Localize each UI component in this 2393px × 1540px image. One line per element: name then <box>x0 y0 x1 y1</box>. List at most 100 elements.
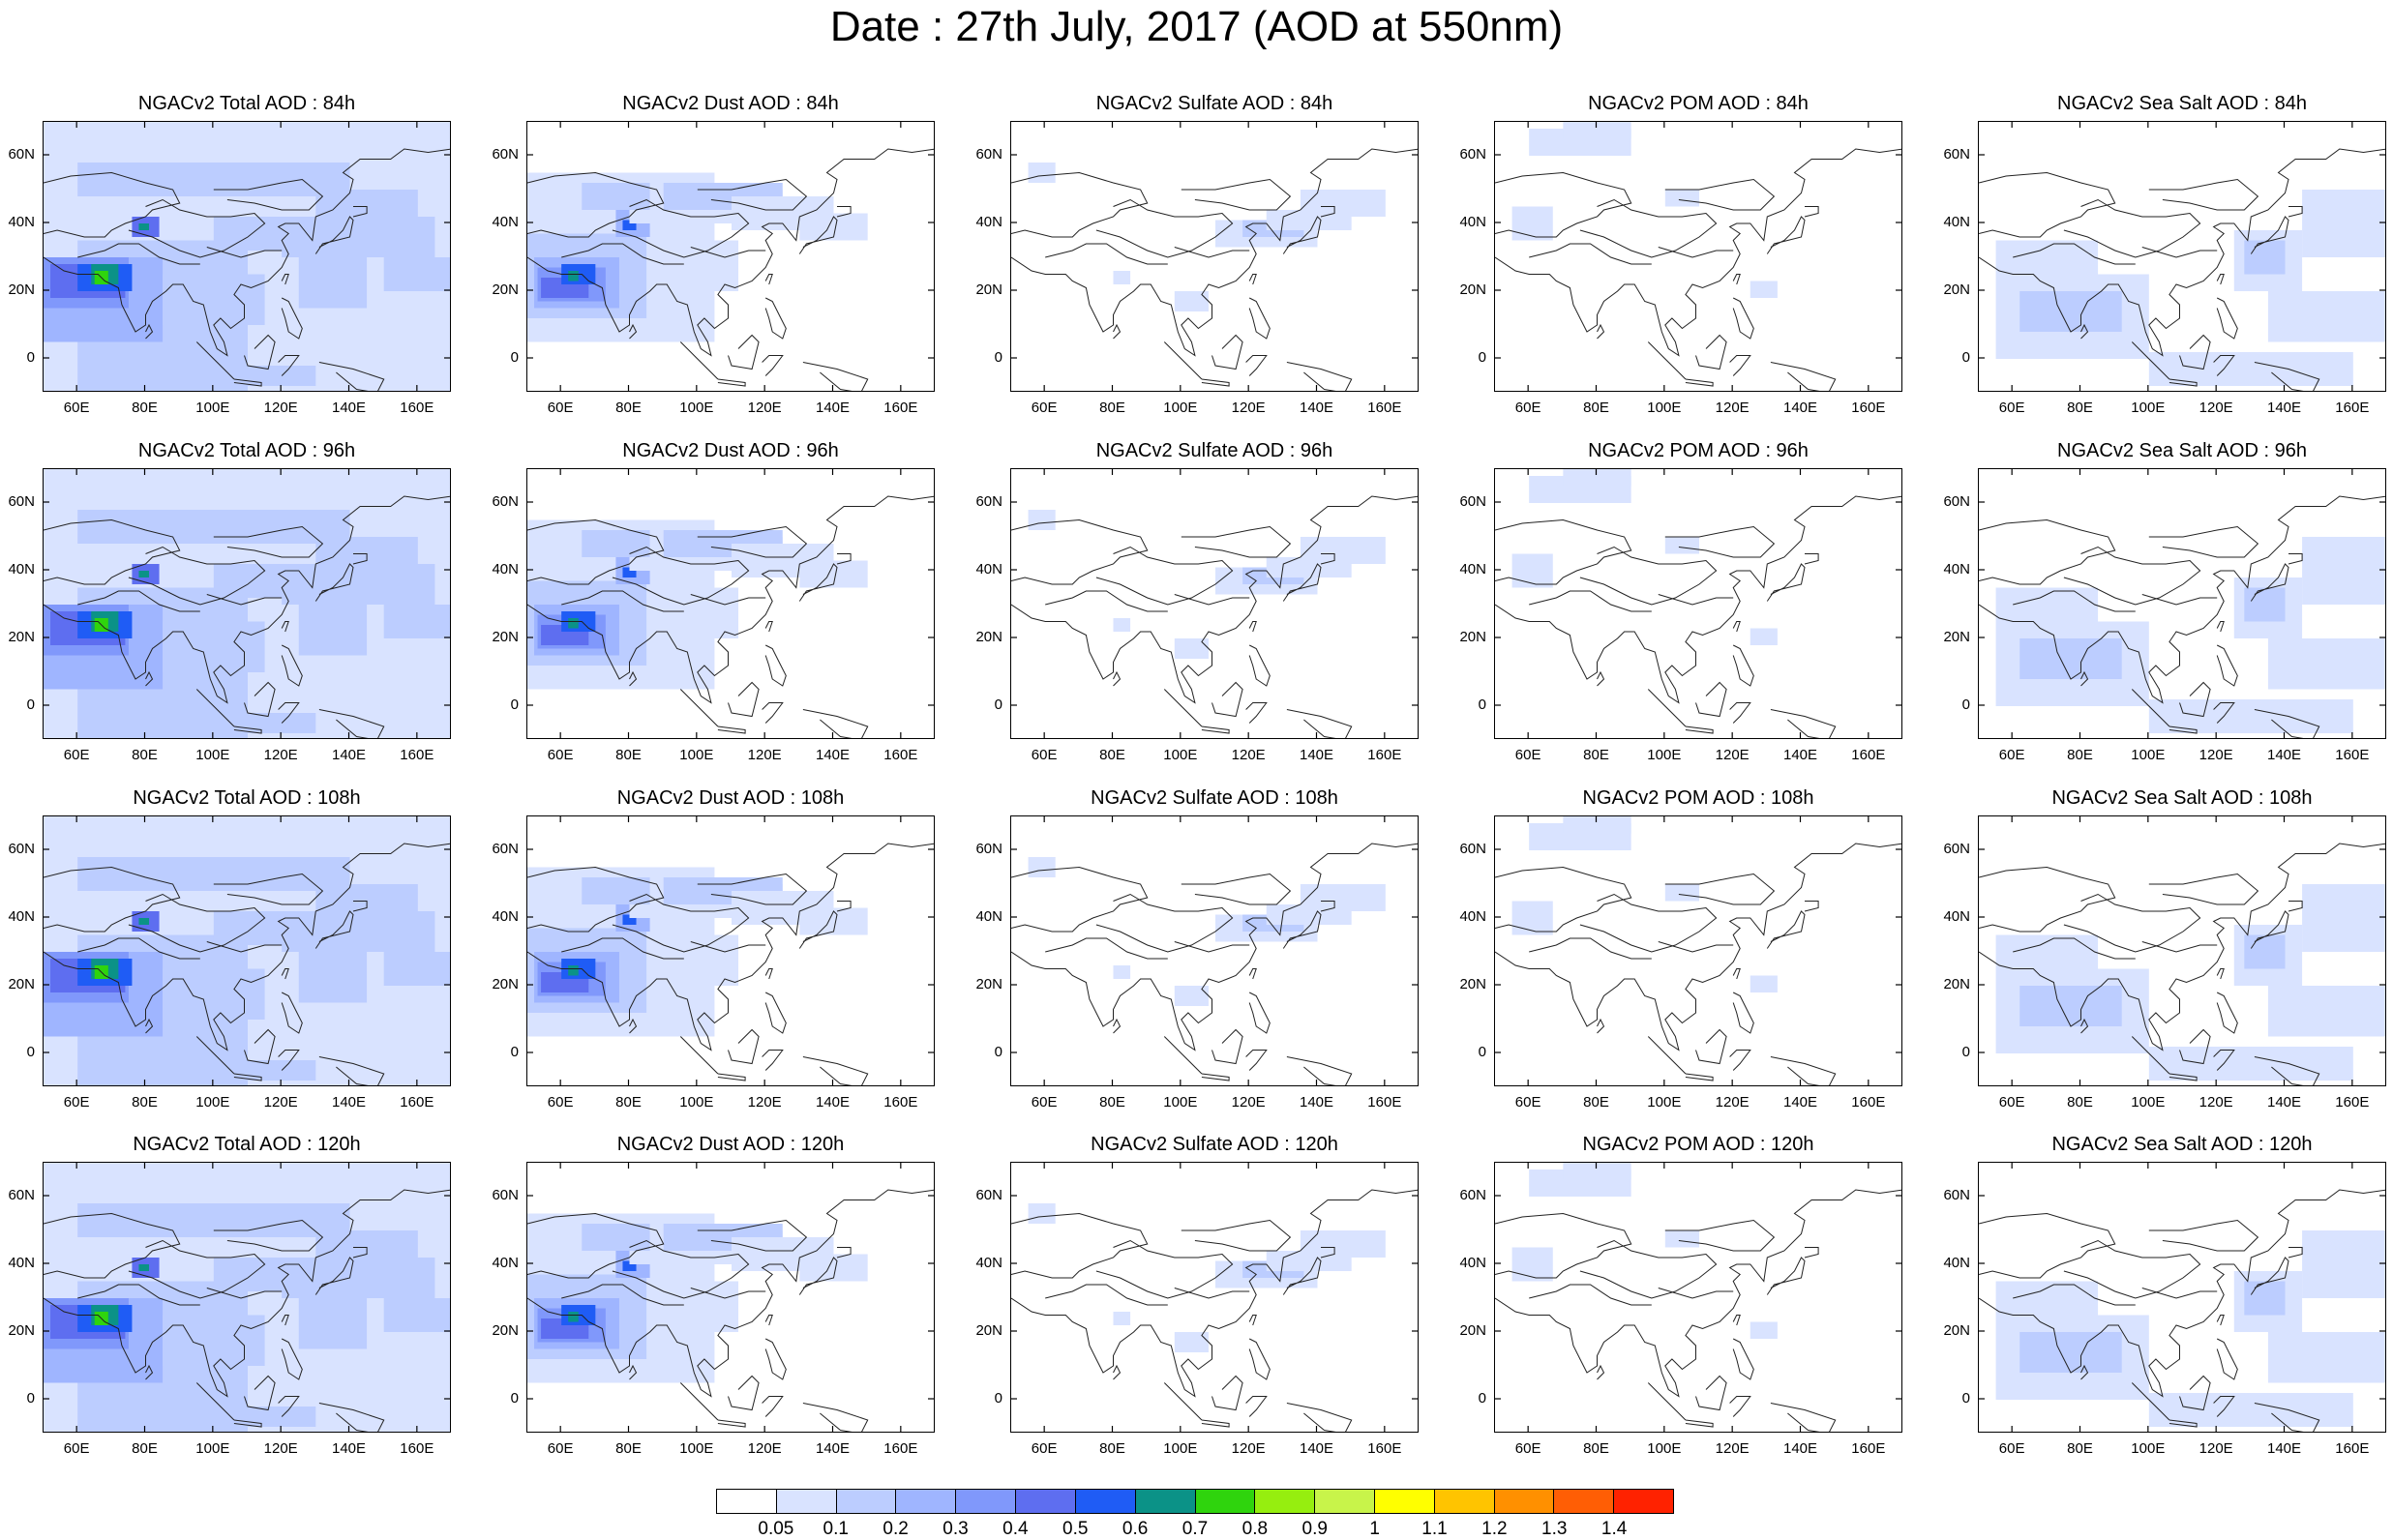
coastline <box>318 1403 385 1432</box>
coastline <box>1732 274 1741 285</box>
coastline <box>1979 148 2385 357</box>
coastline <box>1320 901 1335 912</box>
aod-shaded-region <box>622 567 637 578</box>
coastline <box>128 893 266 953</box>
coastline <box>1597 1364 1605 1380</box>
coastline <box>2288 1247 2303 1259</box>
lon-tick-label: 120E <box>2199 400 2233 416</box>
lon-tick-label: 60E <box>63 1440 90 1457</box>
lon-tick-label: 160E <box>883 1094 918 1111</box>
coastline <box>1282 563 1322 602</box>
lon-tick-label: 100E <box>1647 1440 1682 1457</box>
lon-tick-label: 100E <box>679 1094 714 1111</box>
lat-tick-label: 20N <box>8 976 35 992</box>
map-plot-area <box>1010 815 1419 1086</box>
coastline <box>762 1396 784 1417</box>
coastline <box>612 198 750 258</box>
coastline <box>1729 1396 1751 1417</box>
coastline <box>1979 518 2116 585</box>
aod-shaded-region <box>1511 553 1553 588</box>
coastline <box>206 1288 283 1299</box>
aod-shaded-region <box>670 240 739 291</box>
aod-shaded-region <box>2019 1332 2122 1373</box>
lat-tick-label: 40N <box>492 561 519 578</box>
lon-tick-label: 120E <box>263 1094 298 1111</box>
lon-tick-label: 160E <box>1851 1440 1886 1457</box>
panel-title: NGACv2 Sulfate AOD : 108h <box>1091 787 1338 809</box>
lon-tick-label: 60E <box>1514 1440 1541 1457</box>
coastline <box>1579 198 1718 258</box>
panel-title: NGACv2 Dust AOD : 108h <box>616 787 845 809</box>
aod-shaded-region <box>582 1224 650 1251</box>
coastline <box>2080 670 2089 687</box>
coastline <box>1495 1189 1901 1398</box>
aod-shaded-region <box>138 571 150 578</box>
lon-tick-label: 80E <box>2067 1440 2093 1457</box>
lon-tick-label: 60E <box>1031 747 1058 763</box>
coastline <box>1095 198 1234 258</box>
coastline <box>2216 297 2238 340</box>
aod-shaded-region <box>1995 1281 2099 1316</box>
aod-shaded-region <box>568 965 579 976</box>
lat-tick-label: 20N <box>8 1322 35 1339</box>
panel-title: NGACv2 Dust AOD : 120h <box>616 1134 845 1155</box>
coastline <box>2254 1056 2320 1085</box>
coastline <box>1286 1403 1353 1432</box>
colorbar-tick-label: 0.3 <box>942 1519 969 1539</box>
lon-tick-label: 60E <box>1514 400 1541 416</box>
map-plot-area <box>1494 1162 1902 1433</box>
map-plot-area <box>1010 121 1419 392</box>
aod-field-map <box>527 843 934 1085</box>
lat-tick-label: 0 <box>26 1390 35 1407</box>
coastline <box>1495 518 1632 585</box>
lat-tick-label: 60N <box>492 841 519 857</box>
coastline <box>1248 274 1257 285</box>
aod-shaded-region <box>568 1312 579 1322</box>
aod-shaded-region <box>1300 190 1386 217</box>
coastline <box>206 941 283 953</box>
aod-field-map <box>1979 495 2385 738</box>
lon-tick-label: 80E <box>615 747 642 763</box>
coastline <box>1211 1028 1243 1065</box>
coastline <box>314 563 354 602</box>
lon-tick-label: 100E <box>2131 400 2166 416</box>
aod-shaded-region <box>2302 190 2385 257</box>
lon-tick-label: 120E <box>1231 747 1266 763</box>
coastline <box>1011 1189 1418 1398</box>
coastline <box>1286 362 1353 391</box>
coastline <box>1495 171 1632 238</box>
map-plot-area <box>43 121 451 392</box>
lat-tick-label: 20N <box>8 281 35 298</box>
aod-shaded-region <box>383 952 450 986</box>
coastline <box>612 893 750 953</box>
aod-shaded-region <box>1563 816 1631 834</box>
lat-tick-label: 60N <box>492 493 519 510</box>
lat-tick-label: 40N <box>8 561 35 578</box>
coastline <box>1181 178 1292 211</box>
aod-shaded-region <box>2244 240 2286 275</box>
coastline <box>278 702 300 724</box>
coastline <box>1732 1315 1741 1326</box>
colorbar-swatch <box>1554 1490 1615 1513</box>
coastline <box>1979 171 2116 238</box>
lat-tick-label: 0 <box>994 1044 1002 1060</box>
coastline <box>233 1073 262 1081</box>
aod-shaded-region <box>1664 884 1699 902</box>
colorbar-swatch <box>717 1490 777 1513</box>
coastline <box>1201 726 1230 734</box>
coastline <box>145 1364 154 1380</box>
aod-shaded-region <box>1664 1230 1699 1248</box>
coastline <box>527 1189 934 1398</box>
coastline <box>2141 941 2218 953</box>
aod-shaded-region <box>2244 1281 2286 1316</box>
coastline <box>1804 206 1819 218</box>
lat-tick-label: 60N <box>492 146 519 163</box>
map-plot-area <box>1978 468 2386 739</box>
lat-tick-label: 20N <box>1943 976 1970 992</box>
coastline <box>2213 1050 2235 1071</box>
lon-tick-label: 140E <box>1299 400 1334 416</box>
lon-tick-label: 120E <box>263 747 298 763</box>
coastline <box>1095 546 1234 606</box>
